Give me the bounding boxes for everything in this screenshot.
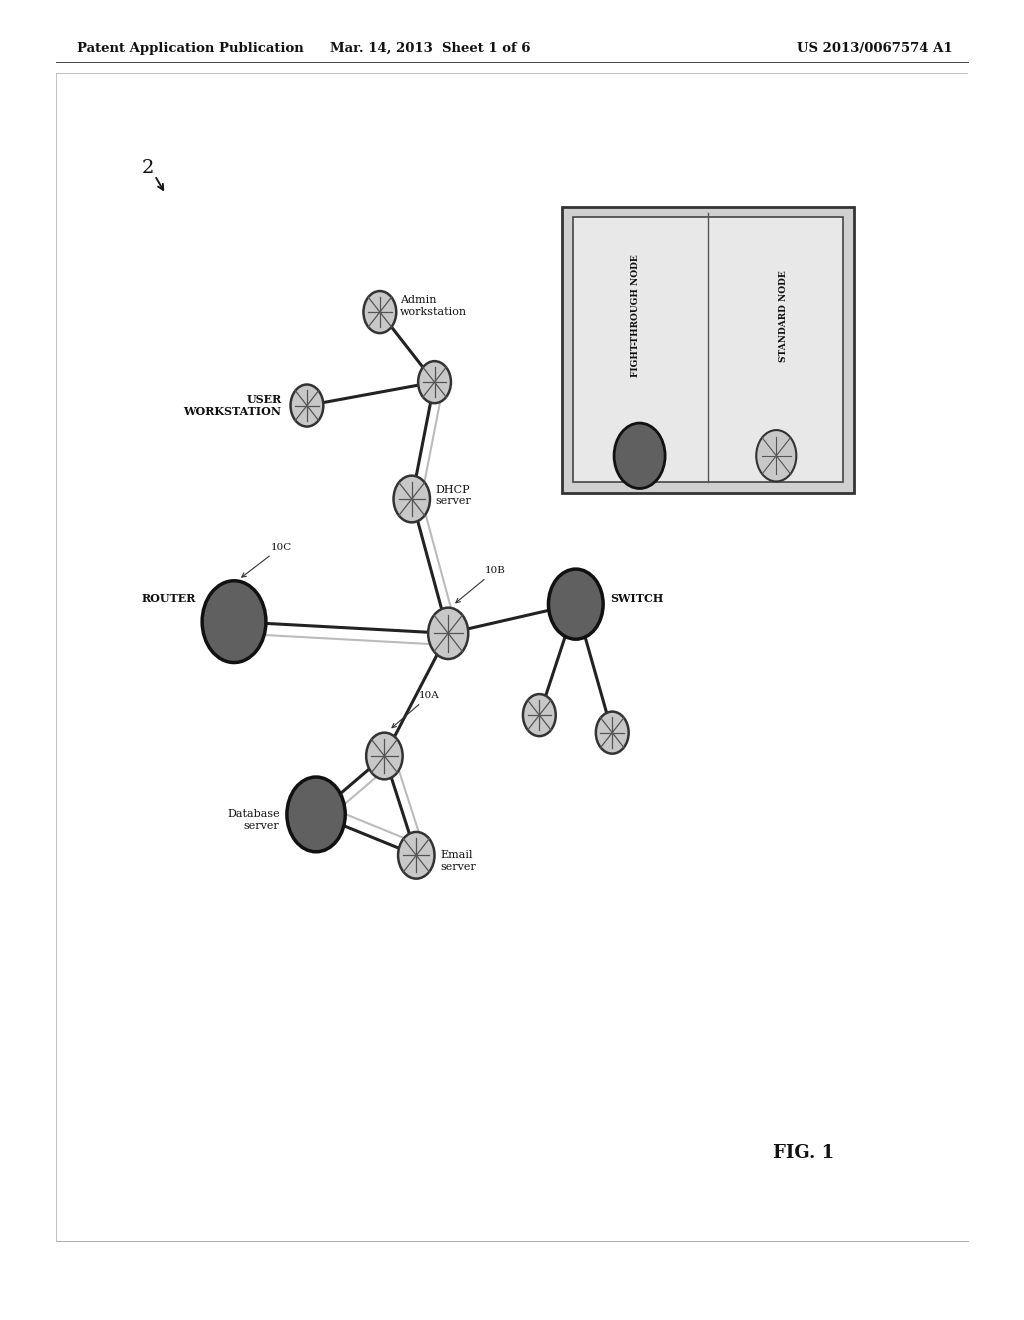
Bar [562, 207, 854, 494]
Circle shape [549, 569, 603, 639]
Text: STANDARD NODE: STANDARD NODE [779, 269, 788, 362]
Text: FIGHT-THROUGH NODE: FIGHT-THROUGH NODE [631, 255, 640, 378]
Circle shape [393, 475, 430, 523]
Circle shape [398, 832, 434, 879]
Text: 2: 2 [141, 160, 154, 177]
Circle shape [367, 733, 402, 779]
Text: FIG. 1: FIG. 1 [773, 1144, 835, 1162]
Circle shape [287, 777, 345, 851]
Bar [573, 216, 843, 482]
Circle shape [614, 422, 666, 488]
Text: SWITCH: SWITCH [610, 593, 664, 603]
Text: 10B: 10B [456, 566, 506, 603]
Circle shape [523, 694, 556, 737]
Text: Admin
workstation: Admin workstation [400, 296, 467, 317]
Text: Mar. 14, 2013  Sheet 1 of 6: Mar. 14, 2013 Sheet 1 of 6 [330, 42, 530, 54]
Circle shape [428, 607, 468, 659]
Text: USER
WORKSTATION: USER WORKSTATION [183, 393, 282, 417]
Text: DHCP
server: DHCP server [435, 484, 471, 507]
Text: Email
server: Email server [440, 850, 476, 873]
Circle shape [291, 384, 324, 426]
Circle shape [202, 581, 266, 663]
Text: Database
server: Database server [227, 809, 280, 832]
Circle shape [757, 430, 797, 482]
Circle shape [596, 711, 629, 754]
Circle shape [364, 290, 396, 333]
Text: 10C: 10C [242, 543, 292, 577]
Circle shape [418, 362, 451, 403]
Text: 10A: 10A [392, 690, 439, 727]
Text: ROUTER: ROUTER [141, 593, 196, 603]
Text: US 2013/0067574 A1: US 2013/0067574 A1 [797, 42, 952, 54]
Text: Patent Application Publication: Patent Application Publication [77, 42, 303, 54]
